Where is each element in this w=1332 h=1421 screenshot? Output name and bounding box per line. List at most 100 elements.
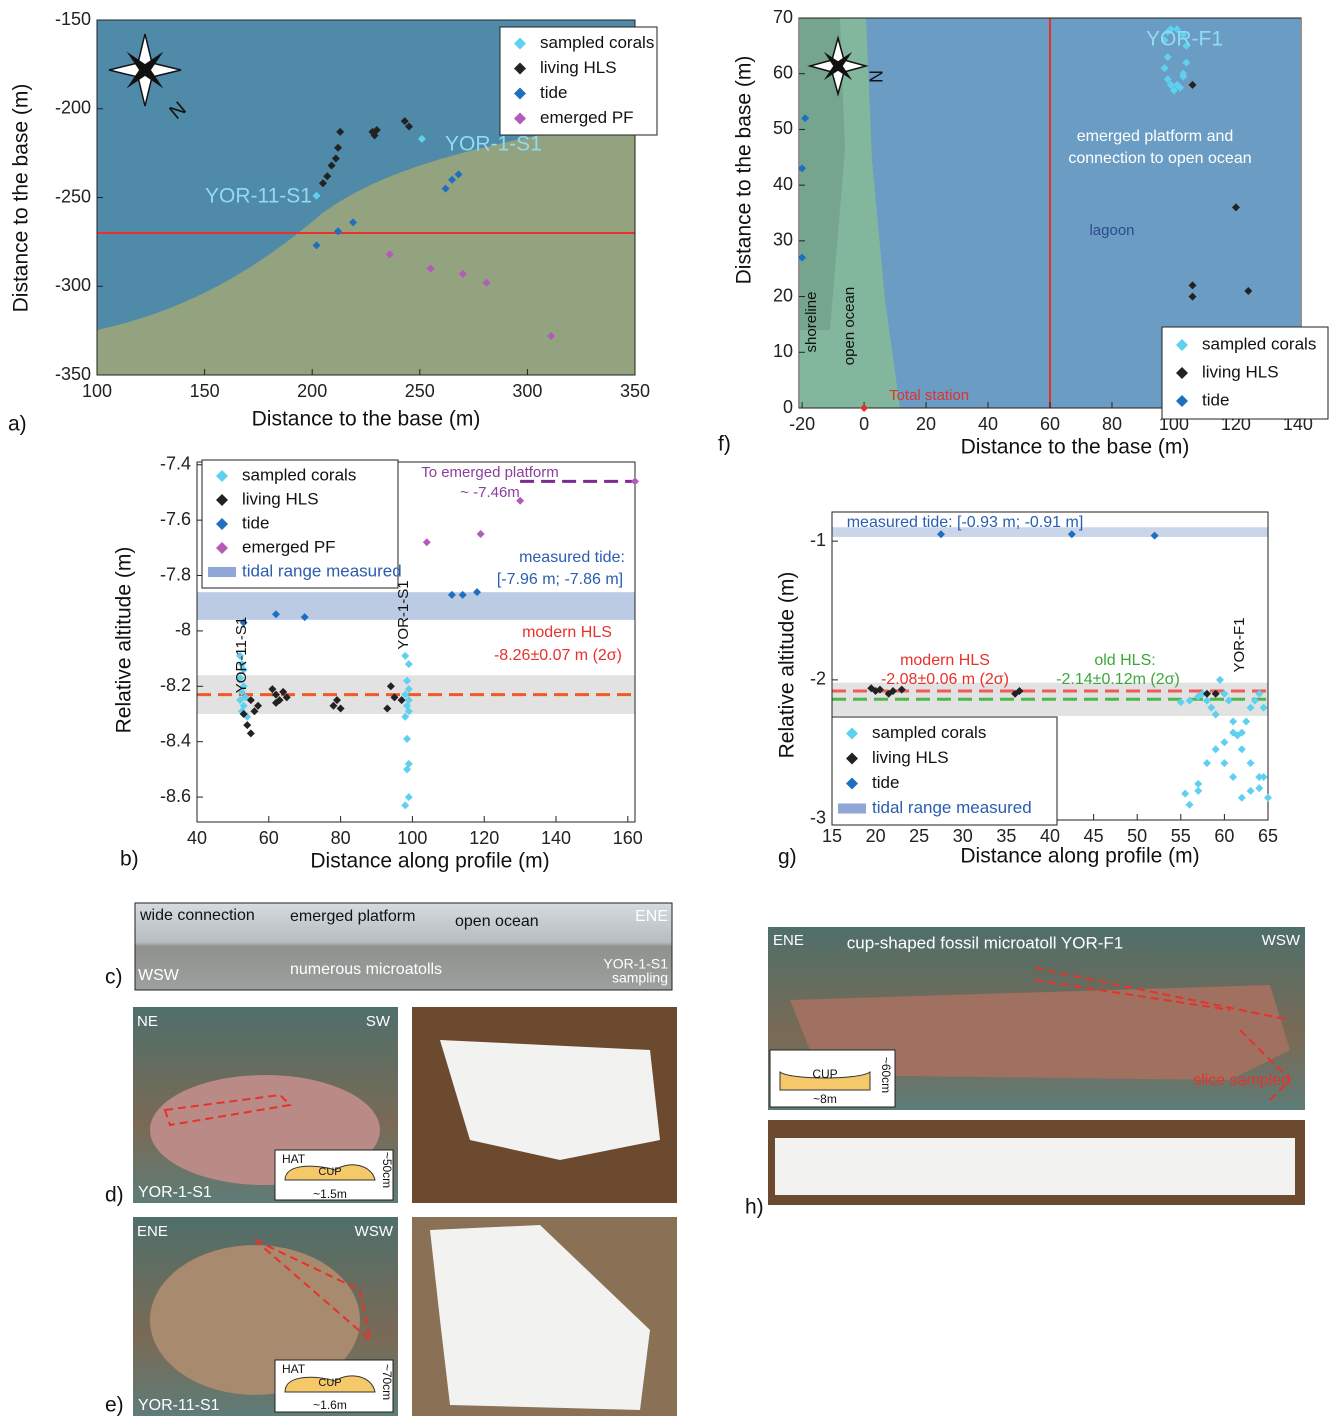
x-tick-label: 100 (82, 381, 112, 401)
legend-marker (514, 37, 526, 50)
panel-label: b) (120, 848, 139, 871)
y-tick-label: 0 (783, 397, 793, 417)
station-point (860, 404, 869, 412)
data-point (426, 264, 435, 273)
data-point (1229, 717, 1238, 726)
data-point (1160, 36, 1169, 45)
annotation: emerged platform and (1077, 128, 1234, 145)
data-point (1250, 696, 1259, 705)
x-tick-label: 50 (1127, 826, 1147, 846)
data-point (458, 269, 467, 278)
y-tick-label: -7.8 (160, 564, 191, 584)
photo-label: ENE (773, 932, 804, 949)
data-point (336, 127, 345, 136)
legend-label: living HLS (242, 489, 319, 508)
x-tick-label: 0 (859, 414, 869, 434)
x-tick-label: -20 (789, 414, 815, 434)
x-tick-label: 60 (1040, 414, 1060, 434)
data-point (239, 710, 248, 718)
data-point (1202, 759, 1211, 768)
y-tick-label: 60 (773, 62, 793, 82)
data-point (1160, 64, 1169, 73)
photo-label: YOR-1-S1 (603, 956, 668, 972)
data-point (271, 610, 280, 619)
data-point (279, 687, 288, 696)
x-tick-label: 350 (620, 381, 650, 401)
data-point (334, 227, 343, 236)
data-point (482, 278, 491, 287)
data-point (1224, 696, 1233, 705)
y-tick-label: -8.4 (160, 730, 191, 750)
legend-label: emerged PF (242, 537, 336, 556)
y-tick-label: -8.2 (160, 675, 191, 695)
photo-panorama (134, 902, 673, 991)
data-point (447, 590, 456, 599)
photo-label: wide connection (139, 907, 255, 924)
y-tick-label: -2 (810, 669, 826, 689)
annotation: [-7.96 m; -7.86 m] (497, 571, 623, 588)
photo-label: ENE (635, 908, 668, 925)
legend-marker (514, 62, 526, 75)
annotation: To emerged platform (421, 464, 559, 481)
y-tick-label: -300 (55, 275, 91, 295)
slice (430, 1225, 650, 1410)
legend-marker (1176, 339, 1188, 351)
data-point (331, 154, 340, 163)
data-point (1216, 675, 1225, 684)
data-point (397, 696, 406, 705)
photo-label: HAT (282, 1362, 306, 1376)
legend-label: tide (540, 83, 567, 102)
x-tick-label: 140 (541, 828, 571, 848)
legend (831, 716, 1058, 826)
legend (499, 26, 658, 136)
legend-marker (514, 87, 526, 100)
y-tick-label: -200 (55, 98, 91, 118)
panel-label: g) (778, 846, 797, 869)
data-point (282, 693, 291, 702)
legend-label: tide (872, 773, 899, 792)
photo-label: ~70cm (380, 1364, 394, 1400)
x-tick-label: 45 (1084, 826, 1104, 846)
data-point (1259, 703, 1268, 712)
data-point (333, 696, 342, 705)
annotation: lagoon (1089, 222, 1134, 239)
data-point (897, 685, 906, 694)
data-point (400, 117, 409, 126)
annotation: measured tide: [-0.93 m; -0.91 m] (847, 514, 1084, 531)
data-point (243, 721, 252, 730)
data-point (1246, 786, 1255, 795)
data-point (323, 172, 332, 181)
data-point (1264, 793, 1272, 802)
data-point (1188, 281, 1197, 290)
x-axis-title: Distance along profile (m) (310, 850, 549, 873)
data-point (476, 530, 485, 538)
annotation: YOR-11-S1 (233, 617, 250, 693)
data-point (404, 707, 413, 716)
data-point (386, 682, 395, 691)
data-point (383, 704, 392, 713)
data-point (1185, 696, 1194, 705)
legend-marker (1176, 367, 1188, 379)
annotation: YOR-F1 (1146, 28, 1223, 51)
legend-label: sampled corals (1202, 334, 1316, 353)
legend-label: living HLS (1202, 362, 1279, 381)
photo-label: ~1.5m (313, 1187, 347, 1201)
x-tick-label: 20 (866, 826, 886, 846)
satellite-land (97, 118, 635, 375)
photo-label: slice sampled (1193, 1072, 1290, 1089)
legend (201, 459, 399, 589)
x-tick-label: 25 (909, 826, 929, 846)
annotation: YOR-11-S1 (205, 185, 312, 208)
data-point (404, 793, 413, 802)
x-tick-label: 35 (996, 826, 1016, 846)
annotation: modern HLS (522, 624, 612, 641)
data-point (798, 164, 807, 173)
data-point (547, 331, 556, 340)
data-point (1259, 772, 1268, 781)
data-point (889, 686, 898, 695)
data-point (1211, 745, 1220, 754)
legend-label: sampled corals (872, 723, 986, 742)
annotation: YOR-1-S1 (395, 580, 412, 649)
x-axis-title: Distance to the base (m) (252, 408, 481, 431)
